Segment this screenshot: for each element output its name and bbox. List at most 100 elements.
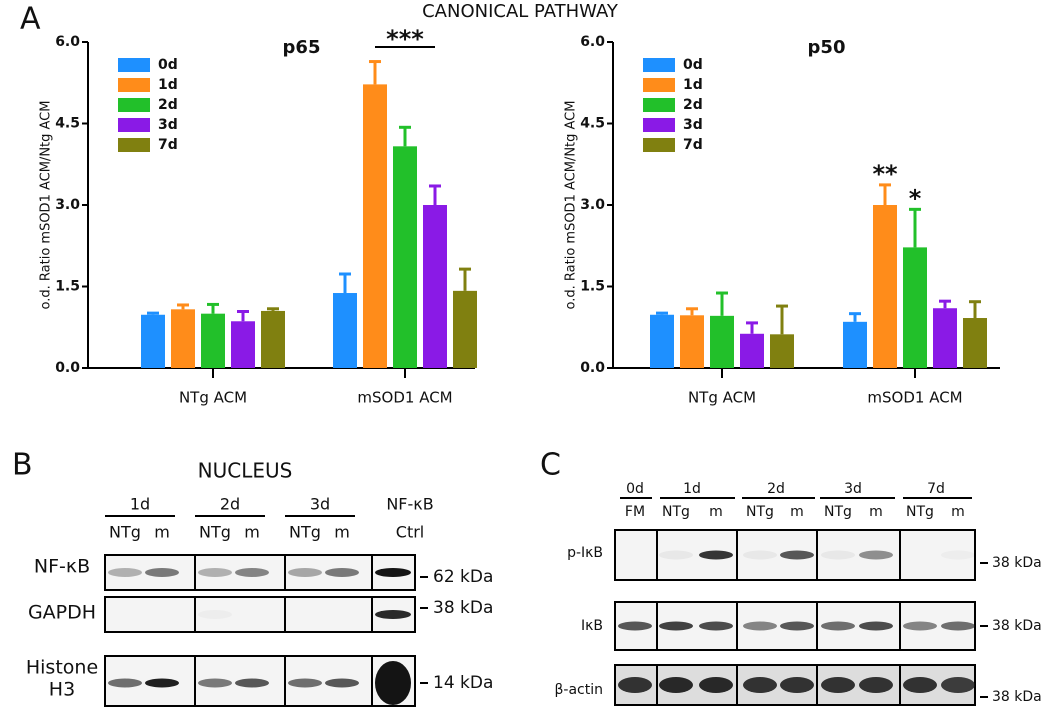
panel-label: B: [12, 448, 33, 483]
legend-swatch: [118, 58, 150, 72]
x-tick-label: mSOD1 ACM: [867, 389, 962, 407]
blot-band: [108, 678, 142, 688]
bar: [710, 315, 734, 368]
blot-band: [821, 621, 855, 631]
y-tick-label: 4.5: [580, 116, 605, 132]
bar: [873, 205, 897, 368]
error-bar: [339, 272, 351, 294]
row-label: Histone: [26, 657, 98, 679]
row-label: H3: [49, 679, 75, 701]
marker-label: 62 kDa: [433, 567, 493, 587]
annotation: *: [909, 184, 922, 212]
error-bar: [909, 207, 921, 248]
bar: [933, 308, 957, 368]
y-tick-label: 1.5: [580, 279, 605, 295]
row-label: p-IκB: [567, 545, 603, 561]
legend-swatch: [643, 138, 675, 152]
error-bar: [849, 312, 861, 322]
error-bar: [969, 300, 981, 319]
blot-band: [780, 550, 814, 560]
error-bar: [237, 309, 249, 322]
legend-swatch: [643, 118, 675, 132]
group-label: NF-κB: [386, 495, 433, 514]
bar: [770, 334, 794, 368]
blot-band: [659, 621, 693, 631]
row-label: GAPDH: [28, 602, 96, 624]
blot-band: [659, 677, 693, 693]
blot-band: [859, 621, 893, 631]
blot-band: [699, 550, 733, 560]
blot-band: [145, 568, 179, 577]
x-tick-label: mSOD1 ACM: [357, 389, 452, 407]
error-bar: [716, 291, 728, 316]
blot-band: [375, 568, 411, 577]
y-axis-label: o.d. Ratio mSOD1 ACM/Ntg ACM: [39, 101, 54, 310]
legend-label: 1d: [158, 77, 178, 93]
y-tick-label: 1.5: [55, 279, 80, 295]
y-axis-label: o.d. Ratio mSOD1 ACM/Ntg ACM: [564, 101, 579, 310]
error-bar: [369, 60, 381, 85]
lane-label: NTg: [906, 504, 934, 520]
blot-band: [618, 621, 652, 631]
panel-label: C: [540, 448, 561, 483]
y-tick-label: 4.5: [55, 116, 80, 132]
bar: [963, 318, 987, 368]
lane-label: m: [154, 523, 170, 542]
error-bar: [939, 299, 951, 309]
error-bar: [459, 267, 471, 291]
bar: [201, 313, 225, 368]
bar: [423, 205, 447, 368]
legend-swatch: [643, 58, 675, 72]
blot-band: [859, 550, 893, 560]
blot-band: [145, 678, 179, 688]
bar: [141, 314, 165, 368]
marker-label: 38 kDa: [992, 618, 1042, 634]
blot-band: [288, 678, 322, 688]
legend-label: 0d: [158, 57, 178, 73]
row-label: IκB: [581, 618, 603, 634]
legend-swatch: [118, 118, 150, 132]
blot-band: [743, 550, 777, 560]
bar: [453, 290, 477, 368]
lane-label: FM: [625, 504, 645, 520]
error-bar: [267, 307, 279, 311]
lane-label: Ctrl: [396, 523, 424, 542]
marker-label: 38 kDa: [992, 555, 1042, 571]
group-label: 3d: [844, 481, 862, 497]
chart-title: p65: [283, 37, 321, 58]
bar: [650, 314, 674, 368]
legend-swatch: [118, 78, 150, 92]
chart-title: p50: [808, 37, 846, 58]
blot-band: [743, 677, 777, 693]
blot-band: [235, 678, 269, 688]
bar: [363, 84, 387, 368]
bar: [333, 293, 357, 368]
bar: [231, 321, 255, 368]
blot-band: [618, 677, 652, 693]
lane-label: NTg: [746, 504, 774, 520]
blot-band: [198, 678, 232, 688]
legend-swatch: [118, 138, 150, 152]
bar: [393, 146, 417, 368]
blot-band: [198, 610, 232, 619]
row-label: β-actin: [554, 682, 603, 698]
blot-band: [288, 568, 322, 577]
group-label: 3d: [310, 495, 330, 514]
group-label: 7d: [927, 481, 945, 497]
annotation: ***: [386, 25, 424, 53]
blot-band: [699, 677, 733, 693]
x-tick-label: NTg ACM: [688, 389, 756, 407]
y-tick-label: 6.0: [55, 34, 80, 50]
legend-label: 0d: [683, 57, 703, 73]
figure-title: CANONICAL PATHWAY: [422, 1, 619, 22]
error-bar: [746, 321, 758, 334]
error-bar: [147, 311, 159, 315]
marker-label: 38 kDa: [433, 598, 493, 618]
error-bar: [776, 304, 788, 335]
blot-band: [903, 677, 937, 693]
y-tick-label: 3.0: [580, 197, 605, 213]
legend-swatch: [118, 98, 150, 112]
blot-band: [941, 551, 975, 560]
